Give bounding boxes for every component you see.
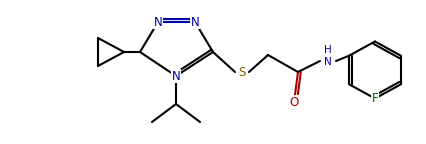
Text: N: N	[172, 70, 180, 83]
Text: N: N	[190, 16, 199, 29]
Text: S: S	[238, 66, 246, 78]
Text: F: F	[372, 92, 378, 105]
Text: H
N: H N	[324, 45, 332, 67]
Text: O: O	[289, 95, 299, 108]
Text: N: N	[154, 16, 162, 29]
